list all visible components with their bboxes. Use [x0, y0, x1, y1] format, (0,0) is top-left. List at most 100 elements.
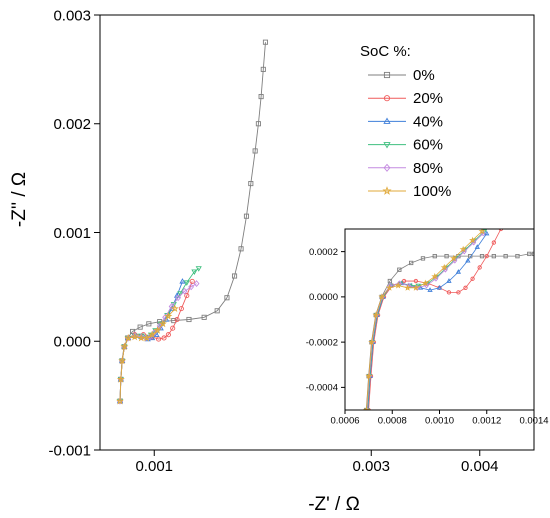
x-axis-label: -Z' / Ω	[308, 494, 360, 515]
inset-series-4-point	[471, 239, 477, 246]
main-series-line-4	[119, 283, 197, 402]
main-series-3-point	[191, 269, 198, 275]
main-series-line-5	[119, 308, 176, 402]
main-series-0-point	[260, 66, 266, 72]
main-series-0-point	[146, 321, 152, 327]
main-series-line-3	[119, 268, 200, 402]
legend-marker	[382, 186, 392, 195]
main-series-5-point	[142, 333, 151, 342]
inset-y-tick-label: -0.0004	[306, 383, 338, 394]
main-y-tick-label: 0.002	[53, 116, 91, 133]
inset-series-1-point	[401, 278, 407, 284]
inset-series-4-point	[424, 282, 429, 289]
inset-series-0-point	[409, 260, 414, 266]
inset-series-1-point	[484, 253, 489, 259]
main-series-0-point	[224, 295, 230, 301]
legend-item-label: 20%	[413, 90, 443, 107]
main-series-5-point	[118, 356, 127, 365]
inset-y-tick-label: 0.0000	[309, 292, 338, 303]
main-series-5-point	[130, 332, 139, 341]
inset-series-5-point	[459, 245, 467, 253]
y-axis-label: -Z'' / Ω	[9, 172, 30, 227]
inset-series-1-point	[463, 285, 468, 290]
main-series-4-point	[181, 287, 188, 295]
legend-marker	[383, 142, 391, 149]
inset-series-0-point	[479, 253, 485, 259]
main-series-0-point	[262, 39, 269, 45]
legend-item-label: 100%	[413, 183, 451, 200]
inset-series-5-point	[412, 284, 420, 291]
inset-series-1-point	[456, 290, 461, 295]
inset-series-2-point	[465, 257, 471, 263]
legend-marker	[383, 71, 391, 79]
inset-series-5-point	[363, 406, 370, 410]
legend-marker	[383, 117, 391, 124]
main-series-5-point	[164, 312, 173, 320]
inset-x-tick-label: 0.0012	[472, 416, 501, 427]
main-y-tick-label: -0.001	[48, 442, 91, 459]
inset-series-0-point	[397, 267, 402, 272]
main-series-4-point	[175, 294, 182, 302]
legend-item-label: 0%	[413, 67, 435, 84]
main-series-5-point	[148, 330, 157, 339]
inset-series-5-point	[440, 263, 448, 271]
main-series-5-point	[170, 304, 179, 313]
inset-series-1-point	[446, 290, 452, 295]
main-series-0-point	[252, 148, 258, 154]
main-series-0-point	[201, 314, 207, 320]
inset-series-line-5	[366, 230, 483, 410]
inset-series-line-3	[367, 230, 485, 410]
main-series-2-point	[163, 316, 170, 322]
inset-y-tick-label: 0.0002	[309, 247, 338, 258]
inset-series-5-point	[378, 293, 386, 300]
inset-series-4-point	[480, 230, 486, 237]
main-y-tick-label: 0.001	[53, 225, 91, 242]
inset-series-5-point	[469, 236, 477, 244]
main-x-tick-label: 0.001	[135, 458, 173, 475]
inset-series-line-4	[366, 233, 484, 410]
inset-series-5-point	[394, 281, 402, 289]
main-series-line-2	[119, 281, 183, 402]
inset-series-2-point	[446, 278, 452, 283]
main-series-2-point	[179, 278, 186, 284]
main-series-5-point	[158, 319, 167, 328]
inset-series-5-point	[421, 279, 429, 287]
main-series-0-point	[171, 318, 177, 324]
main-plot: 0.001 0.003 0.004 -0.001 0.000 0.001 0.002 0.00…	[9, 7, 535, 515]
inset-series-line-1	[368, 229, 502, 410]
legend-item-label: 40%	[413, 113, 443, 130]
inset-series-2-point	[427, 287, 433, 292]
main-series-1-point	[170, 325, 176, 331]
inset-series-4-point	[433, 275, 439, 282]
inset-series-0-point	[527, 251, 532, 257]
inset-series-2-point	[474, 244, 480, 249]
inset-series-5-point	[404, 284, 412, 291]
main-x-tick-label: 0.004	[461, 458, 499, 475]
main-series-3-point	[183, 280, 190, 286]
main-series-5-point	[120, 342, 129, 351]
inset-series-0-point	[444, 253, 449, 259]
inset-x-tick-label: 0.0006	[330, 416, 359, 427]
inset-series-group	[363, 229, 534, 410]
main-series-1-point	[161, 335, 167, 341]
main-series-0-point	[186, 316, 192, 323]
main-series-group	[115, 39, 269, 405]
main-series-0-point	[243, 213, 250, 219]
inset-series-2-point	[436, 284, 443, 290]
main-series-line-0	[119, 42, 266, 402]
main-series-1-point	[184, 293, 190, 299]
main-series-1-point	[189, 278, 195, 284]
main-series-0-point	[214, 308, 220, 314]
main-series-0-point	[238, 246, 244, 252]
legend-item-label: 60%	[413, 137, 443, 154]
main-series-5-point	[153, 326, 162, 334]
inset-series-5-point	[478, 229, 486, 235]
inset-series-0-point	[503, 253, 508, 259]
main-y-tick-label: 0.000	[53, 334, 91, 351]
inset-series-5-point	[431, 272, 439, 280]
inset-x-tick-label: 0.0008	[378, 416, 407, 427]
main-series-4-point	[193, 280, 200, 288]
legend-title: SoC %:	[360, 43, 411, 60]
main-series-5-point	[116, 375, 125, 383]
